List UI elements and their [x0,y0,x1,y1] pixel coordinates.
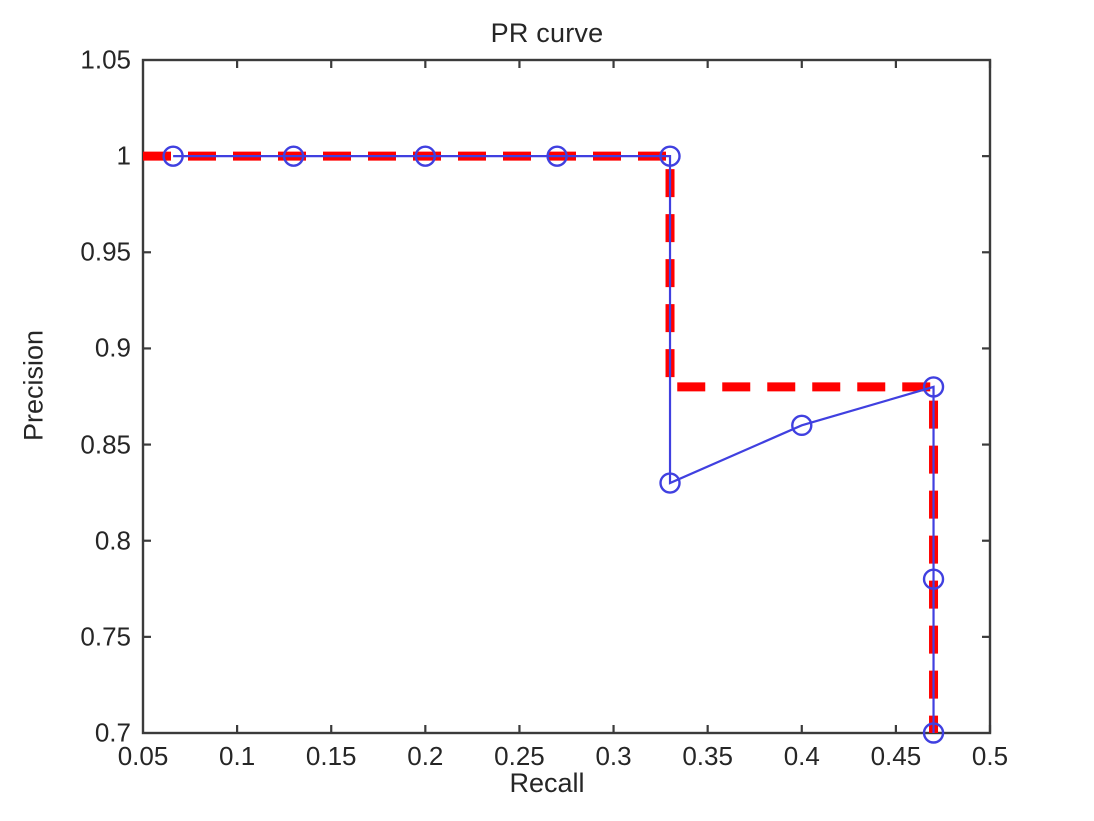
data-point-marker [922,722,945,744]
y-tick-label: 0.95 [80,236,131,267]
axes-frame [141,58,992,735]
y-tick-label: 0.7 [94,717,131,748]
y-tick-label: 0.85 [80,429,131,460]
envelope-dashed-line [143,151,939,733]
data-point-marker [791,414,813,437]
x-tick-label: 0.35 [682,741,733,771]
y-tick-label: 0.8 [94,525,131,556]
data-point-marker [162,145,184,167]
chart-title: PR curve [490,18,604,48]
data-point-marker [282,145,305,167]
data-point-marker [922,568,945,590]
x-tick-label: 0.4 [783,741,820,771]
data-point-marker [922,376,945,398]
x-tick-label: 0.25 [494,741,545,771]
pr-curve-line [173,155,935,733]
data-point-marker [414,145,437,167]
y-tick-label: 1.05 [80,44,131,75]
data-point-marker [659,145,681,167]
y-tick-label: 0.75 [80,621,131,652]
y-tick-label: 0.9 [94,332,131,363]
x-tick-label: 0.3 [595,741,632,771]
x-axis-label: Recall [509,768,585,798]
y-tick-label: 1 [116,140,131,171]
x-tick-label: 0.15 [305,741,357,771]
x-tick-label: 0.1 [219,741,256,771]
x-tick-label: 0.05 [117,741,169,771]
data-point-marker [546,145,568,167]
data-point-marker [659,472,681,494]
x-tick-label: 0.5 [971,741,1009,771]
x-tick-label: 0.45 [870,741,922,771]
x-tick-label: 0.2 [407,741,444,771]
